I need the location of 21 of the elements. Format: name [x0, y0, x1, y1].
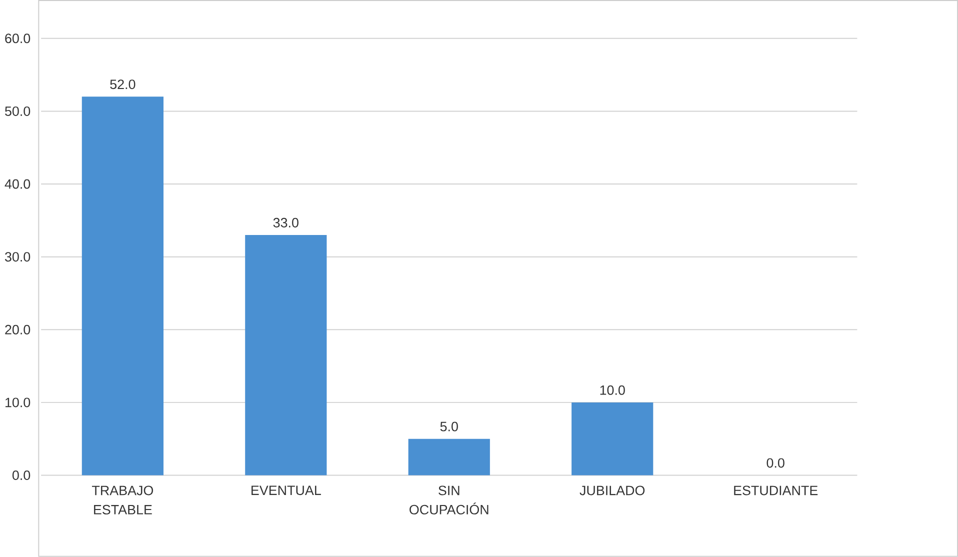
bar [408, 438, 490, 476]
y-tick-label: 40.0 [4, 179, 30, 189]
x-tick-label: SIN OCUPACIÓN [410, 486, 488, 514]
data-label: 33.0 [273, 218, 298, 228]
x-tick-label: JUBILADO [580, 486, 645, 496]
x-tick-label: EVENTUAL [252, 486, 321, 496]
data-label: 0.0 [766, 458, 784, 468]
bar [245, 235, 327, 476]
y-tick-label: 10.0 [6, 398, 30, 408]
bar [572, 402, 654, 476]
y-tick-label: 20.0 [5, 324, 30, 334]
data-label: 5.0 [440, 422, 458, 432]
bar [82, 96, 164, 476]
data-label: 10.0 [600, 385, 625, 395]
y-tick-label: 60.0 [5, 34, 30, 44]
x-tick-label: ESTUDIANTE [734, 486, 818, 496]
x-tick-label: TRABAJO ESTABLE [92, 486, 154, 514]
y-tick-label: 30.0 [4, 252, 30, 262]
data-label: 52.0 [110, 80, 136, 90]
y-tick-label: 50.0 [5, 106, 30, 116]
y-tick-label: 0.0 [12, 470, 30, 480]
